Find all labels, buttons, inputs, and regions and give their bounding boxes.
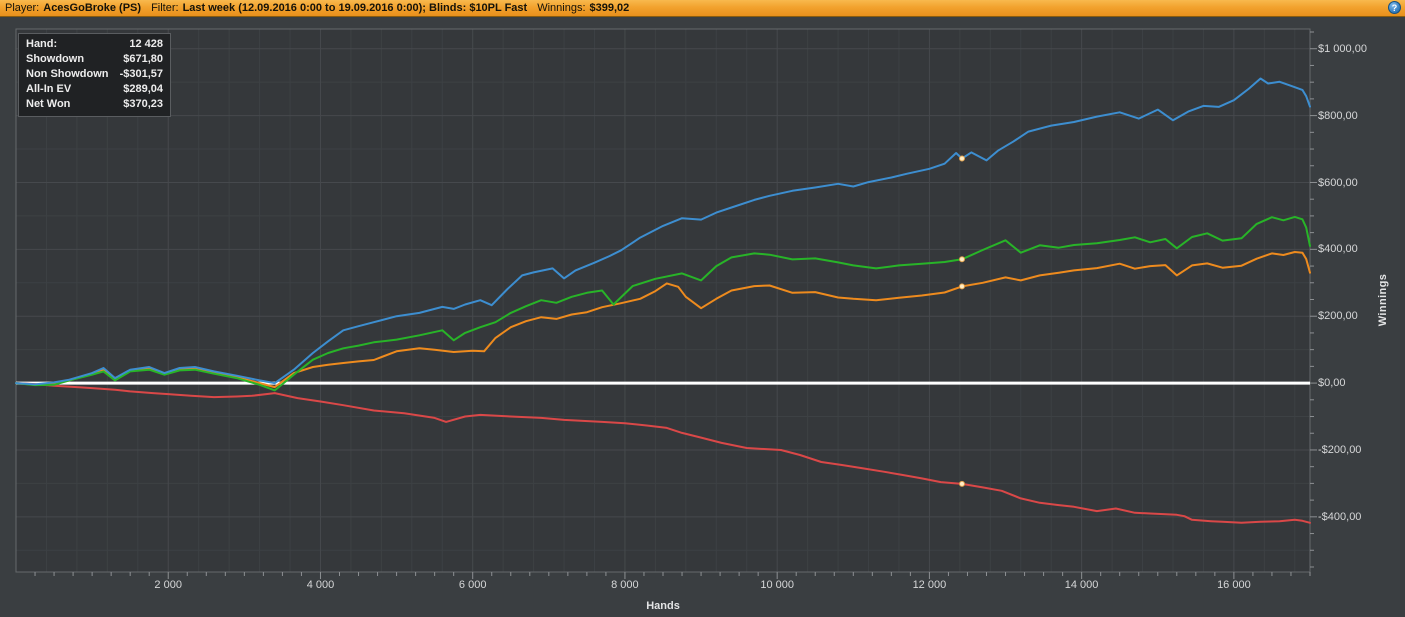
series-line-showdown	[15, 77, 1311, 386]
tooltip-value: -$301,57	[119, 68, 163, 80]
tooltip-row: Non Showdown -$301,57	[26, 67, 163, 82]
series-line-net-won	[15, 215, 1311, 392]
tooltip-label: Showdown	[26, 53, 85, 65]
hand-tooltip: Hand: 12 428 Showdown $671,80 Non Showdo…	[18, 33, 171, 117]
question-mark-icon[interactable]: ?	[1388, 1, 1401, 14]
tooltip-label: All-In EV	[26, 83, 72, 95]
tooltip-value: 12 428	[129, 38, 163, 50]
series-line-non-showdown	[15, 382, 1311, 524]
tooltip-value: $370,23	[123, 98, 163, 110]
tooltip-row: Net Won $370,23	[26, 97, 163, 112]
filter-value: Last week (12.09.2016 0:00 to 19.09.2016…	[182, 2, 528, 14]
tooltip-label: Non Showdown	[26, 68, 109, 80]
marker-dot-all-in-ev	[959, 283, 965, 290]
tooltip-label: Hand:	[26, 38, 58, 50]
marker-dot-showdown	[959, 155, 965, 162]
tooltip-row: Showdown $671,80	[26, 52, 163, 67]
winnings-label: Winnings:	[537, 2, 586, 14]
tooltip-row: Hand: 12 428	[26, 37, 163, 52]
plot-area[interactable]	[16, 29, 1310, 572]
player-label: Player:	[5, 2, 40, 14]
tooltip-label: Net Won	[26, 98, 71, 110]
winnings-value: $399,02	[589, 2, 630, 14]
marker-dot-net-won	[959, 256, 965, 263]
tooltip-value: $671,80	[123, 53, 163, 65]
filter-status-bar: Player: AcesGoBroke (PS) Filter: Last we…	[0, 0, 1405, 17]
filter-label: Filter:	[151, 2, 179, 14]
tooltip-row: All-In EV $289,04	[26, 82, 163, 97]
tooltip-value: $289,04	[123, 83, 163, 95]
player-value: AcesGoBroke (PS)	[43, 2, 142, 14]
marker-dot-non-showdown	[959, 480, 965, 487]
